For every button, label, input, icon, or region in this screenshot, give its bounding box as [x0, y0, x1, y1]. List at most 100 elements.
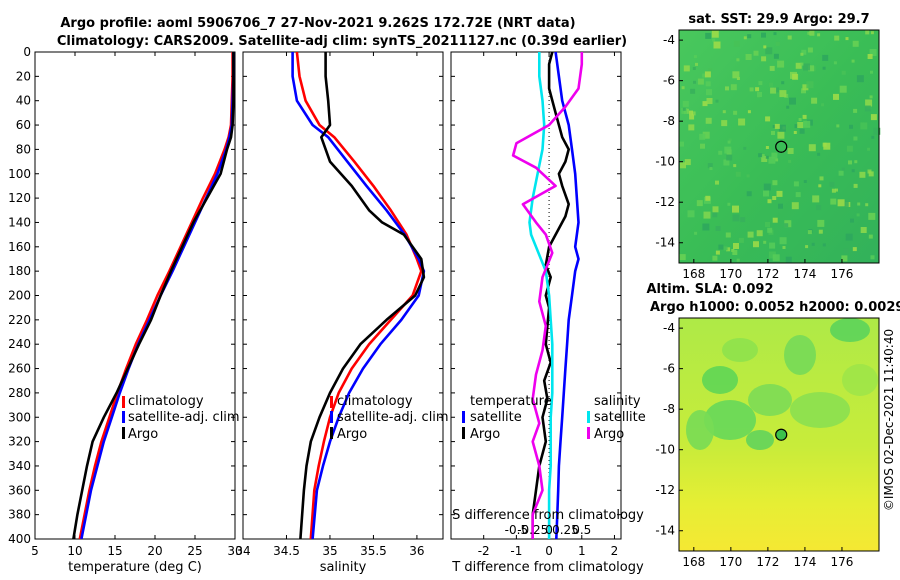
legend-swatch-argo	[122, 427, 125, 439]
sst-cell	[680, 162, 686, 169]
sst-cell	[834, 35, 840, 41]
sst-cell	[713, 41, 721, 49]
sst-cell	[807, 230, 812, 235]
sst-cell	[708, 68, 713, 73]
sst-cell	[712, 206, 719, 213]
sst-cell	[794, 124, 799, 129]
sst-cell	[818, 184, 822, 188]
salinity-tick-label: 36	[409, 544, 424, 558]
sst-cell	[775, 41, 780, 46]
legend-label-sal-satellite: satellite	[594, 410, 646, 425]
depth-ticks: 0 20 40 60 80 100 120 140 160 180 200 220 240 260 280 3…	[8, 45, 235, 546]
sst-cell	[772, 180, 778, 186]
legend-label-argo: Argo	[337, 427, 367, 442]
sst-cell	[839, 85, 847, 93]
temperature-difference-legend: temperature satellite Argo	[462, 394, 552, 442]
sla-map-subtitle: Argo h1000: 0.0052 h2000: 0.0029	[650, 300, 900, 315]
sst-cell	[736, 258, 740, 262]
sst-cell	[745, 54, 752, 60]
sst-cell	[725, 86, 729, 91]
series-line-argo	[299, 52, 426, 539]
longitude-tick-label: 172	[756, 267, 779, 281]
sst-cell	[772, 196, 777, 200]
sst-cell	[841, 255, 848, 262]
legend-label-temp-satellite: satellite	[470, 410, 522, 425]
sst-cell	[709, 167, 713, 170]
sst-cell	[774, 87, 779, 93]
temperature-axes-box	[34, 51, 236, 540]
sst-cell	[808, 144, 816, 152]
depth-tick-label: 220	[8, 313, 31, 327]
sst-cell	[845, 233, 853, 241]
sst-cell	[851, 169, 855, 173]
longitude-tick-label: 174	[793, 555, 816, 569]
sla-blob	[830, 318, 870, 342]
sst-cell	[786, 105, 790, 109]
sst-map-panel: sat. SST: 29.9 Argo: 29.7 168 170 172 174 17…	[655, 12, 881, 281]
difference-tick-label: -1	[510, 544, 522, 558]
sst-cell	[801, 88, 806, 94]
difference-tick-label: 2	[611, 544, 619, 558]
latitude-tick-label: -8	[663, 402, 675, 416]
sst-cell	[782, 246, 786, 249]
depth-tick-label: 340	[8, 459, 31, 473]
legend-swatch-sal-satellite	[587, 411, 590, 423]
salinity-tick-label: 35	[322, 544, 337, 558]
sst-cell	[869, 95, 873, 99]
sst-cell	[795, 62, 802, 69]
sst-cell	[706, 98, 713, 104]
sst-cell	[787, 35, 792, 40]
difference-series	[511, 52, 584, 539]
sst-cell	[743, 36, 747, 40]
sst-cell	[868, 212, 876, 220]
series-line-climatology	[295, 52, 423, 539]
t-difference-label: T difference from climatology	[451, 560, 644, 575]
sst-cell	[715, 180, 719, 185]
sst-cell	[797, 122, 804, 128]
sst-cell	[747, 231, 754, 238]
temperature-tick-label: 30	[227, 544, 242, 558]
sst-cell	[801, 49, 807, 55]
sst-cell	[772, 217, 778, 223]
sst-cell	[757, 92, 762, 97]
latitude-tick-label: -10	[655, 155, 675, 169]
sst-cell	[703, 211, 711, 219]
salinity-legend: climatology satellite-adj. clim Argo	[330, 394, 449, 442]
sla-blob	[746, 430, 774, 450]
legend-swatch-climatology	[122, 396, 125, 408]
depth-tick-label: 300	[8, 410, 31, 424]
sst-cell	[823, 142, 831, 150]
sst-cell	[733, 110, 738, 115]
temperature-tick-label: 15	[107, 544, 122, 558]
sst-cell	[763, 45, 767, 49]
sst-cell	[793, 131, 797, 134]
temperature-tick-label: 10	[67, 544, 82, 558]
sst-cell	[767, 227, 773, 233]
longitude-tick-label: 176	[831, 267, 854, 281]
depth-tick-label: 120	[8, 191, 31, 205]
sst-cell	[868, 171, 874, 177]
sst-cell	[699, 133, 706, 140]
sst-cell	[749, 87, 754, 92]
temperature-tick-label: 25	[187, 544, 202, 558]
sst-cell	[704, 71, 711, 78]
sla-blob	[702, 366, 738, 394]
latitude-tick-label: -8	[663, 114, 675, 128]
sst-cell	[736, 58, 740, 62]
sst-cell	[681, 86, 685, 90]
legend-swatch-satellite-adj	[122, 411, 125, 423]
sst-cell	[870, 70, 873, 74]
sst-cell	[853, 108, 858, 113]
sst-cell	[715, 99, 719, 103]
sla-blob	[686, 410, 714, 450]
sst-cell	[803, 180, 807, 183]
argo-position-marker	[775, 428, 788, 441]
sst-cell	[805, 245, 809, 249]
difference-axes-box	[450, 51, 622, 540]
salinity-difference-legend: salinity satellite Argo	[587, 394, 646, 442]
depth-tick-label: 180	[8, 264, 31, 278]
sst-cell	[850, 218, 854, 223]
sst-cell	[860, 122, 868, 130]
latitude-tick-label: -4	[663, 33, 675, 47]
sst-cell	[715, 226, 721, 231]
